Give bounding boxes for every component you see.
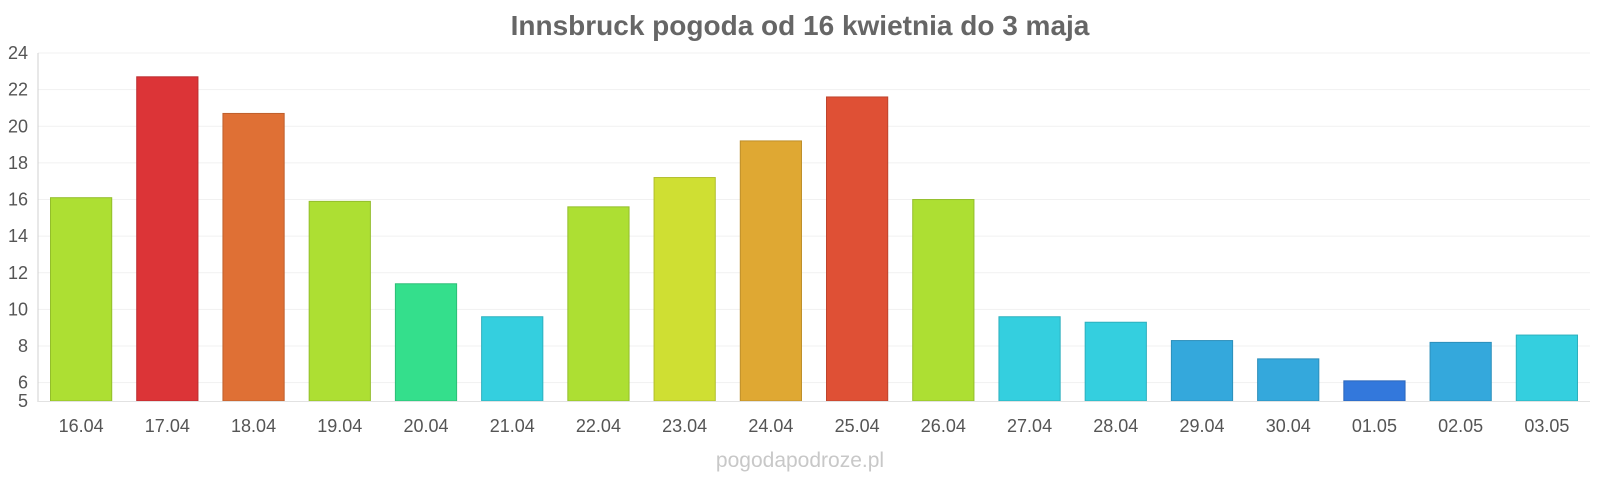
- y-tick-label: 12: [8, 263, 28, 283]
- y-tick-label: 14: [8, 226, 28, 246]
- y-tick-label: 8: [18, 336, 28, 356]
- x-tick-label: 24.04: [748, 416, 793, 436]
- x-tick-label: 19.04: [317, 416, 362, 436]
- axes: [37, 53, 1590, 402]
- x-tick-label: 23.04: [662, 416, 707, 436]
- y-tick-label: 16: [8, 190, 28, 210]
- site-watermark: pogodapodroze.pl: [715, 449, 885, 472]
- x-tick-label: 25.04: [835, 416, 880, 436]
- x-tick-label: 28.04: [1093, 416, 1138, 436]
- bar-16.04: [50, 197, 113, 402]
- x-tick-label: 17.04: [145, 416, 190, 436]
- y-tick-label: 24: [8, 43, 28, 63]
- x-tick-label: 16.04: [59, 416, 104, 436]
- y-tick-label: 6: [18, 373, 28, 393]
- x-tick-label: 26.04: [921, 416, 966, 436]
- bar-23.04: [653, 177, 716, 402]
- bar-21.04: [481, 316, 544, 402]
- x-tick-label: 22.04: [576, 416, 621, 436]
- bar-22.04: [567, 206, 630, 402]
- y-tick-label: 20: [8, 116, 28, 136]
- bar-25.04: [826, 96, 889, 402]
- x-tick-labels: 16.04 17.04 18.04 19.04 20.04 21.04 22.04 23.04…: [59, 416, 1570, 436]
- x-tick-label: 27.04: [1007, 416, 1052, 436]
- y-tick-label: 22: [8, 80, 28, 100]
- x-tick-label: 02.05: [1438, 416, 1483, 436]
- gridlines: [38, 52, 1590, 384]
- x-tick-label: 20.04: [403, 416, 448, 436]
- bar-29.04: [1170, 340, 1234, 402]
- bar-20.04: [394, 283, 458, 402]
- x-tick-label: 18.04: [231, 416, 276, 436]
- bar-28.04: [1084, 321, 1147, 402]
- bar-18.04: [222, 112, 285, 402]
- bar-17.04: [136, 76, 199, 402]
- bar-26.04: [912, 199, 975, 402]
- x-tick-label: 01.05: [1352, 416, 1397, 436]
- x-tick-label: 30.04: [1266, 416, 1311, 436]
- bar-27.04: [998, 316, 1061, 402]
- y-tick-label: 10: [8, 299, 28, 319]
- bar-01.05: [1343, 380, 1406, 402]
- bar-02.05: [1429, 341, 1492, 402]
- bar-19.04: [308, 200, 371, 402]
- y-tick-label: 18: [8, 153, 28, 173]
- bar-24.04: [739, 140, 802, 402]
- x-tick-label: 03.05: [1524, 416, 1569, 436]
- bars: [50, 76, 1578, 402]
- bar-30.04: [1257, 358, 1320, 402]
- y-tick-label: 5: [18, 391, 28, 411]
- bar-03.05: [1515, 334, 1578, 402]
- x-tick-label: 21.04: [490, 416, 535, 436]
- x-tick-label: 29.04: [1179, 416, 1224, 436]
- chart-title: Innsbruck pogoda od 16 kwietnia do 3 maj…: [510, 10, 1090, 41]
- y-tick-labels: 56 8 10 12 14 16 18 20 22 24: [8, 43, 28, 411]
